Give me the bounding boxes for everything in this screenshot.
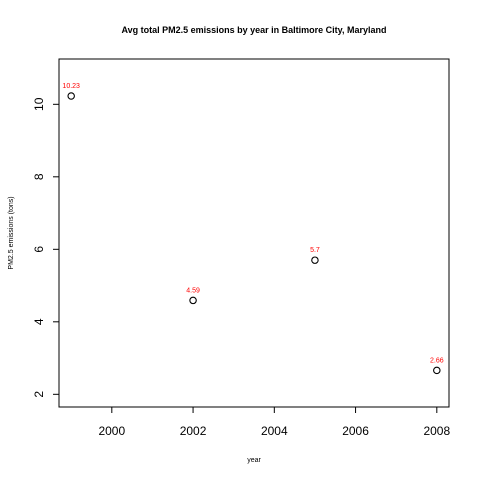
y-tick-label: 8 (32, 173, 46, 180)
x-tick-label: 2002 (180, 424, 207, 438)
y-tick-label: 10 (32, 97, 46, 111)
y-tick-label: 4 (32, 318, 46, 325)
data-points (67, 92, 441, 375)
y-axis-label: PM2.5 emissions (tons) (8, 196, 15, 269)
plot-frame (58, 58, 450, 408)
x-axis: 2000 2002 2004 2006 2008 (98, 407, 450, 438)
y-tick-label: 6 (32, 246, 46, 253)
data-label: 10.23 (62, 83, 80, 90)
data-label: 4.59 (186, 287, 200, 294)
x-axis-label: year (247, 457, 261, 464)
data-point (311, 256, 319, 264)
y-axis: 2 4 6 8 10 (32, 97, 59, 398)
data-point (433, 366, 441, 375)
y-tick-label: 2 (32, 391, 46, 398)
data-point (189, 296, 197, 305)
x-tick-label: 2004 (261, 424, 288, 438)
data-labels: 10.23 4.59 5.7 2.66 (62, 83, 443, 364)
x-tick-label: 2006 (342, 424, 369, 438)
data-point (67, 92, 75, 100)
x-tick-label: 2000 (98, 424, 125, 438)
data-label: 2.66 (430, 357, 444, 364)
x-tick-label: 2008 (423, 424, 450, 438)
data-label: 5.7 (310, 247, 320, 254)
chart-title: Avg total PM2.5 emissions by year in Bal… (121, 25, 386, 35)
